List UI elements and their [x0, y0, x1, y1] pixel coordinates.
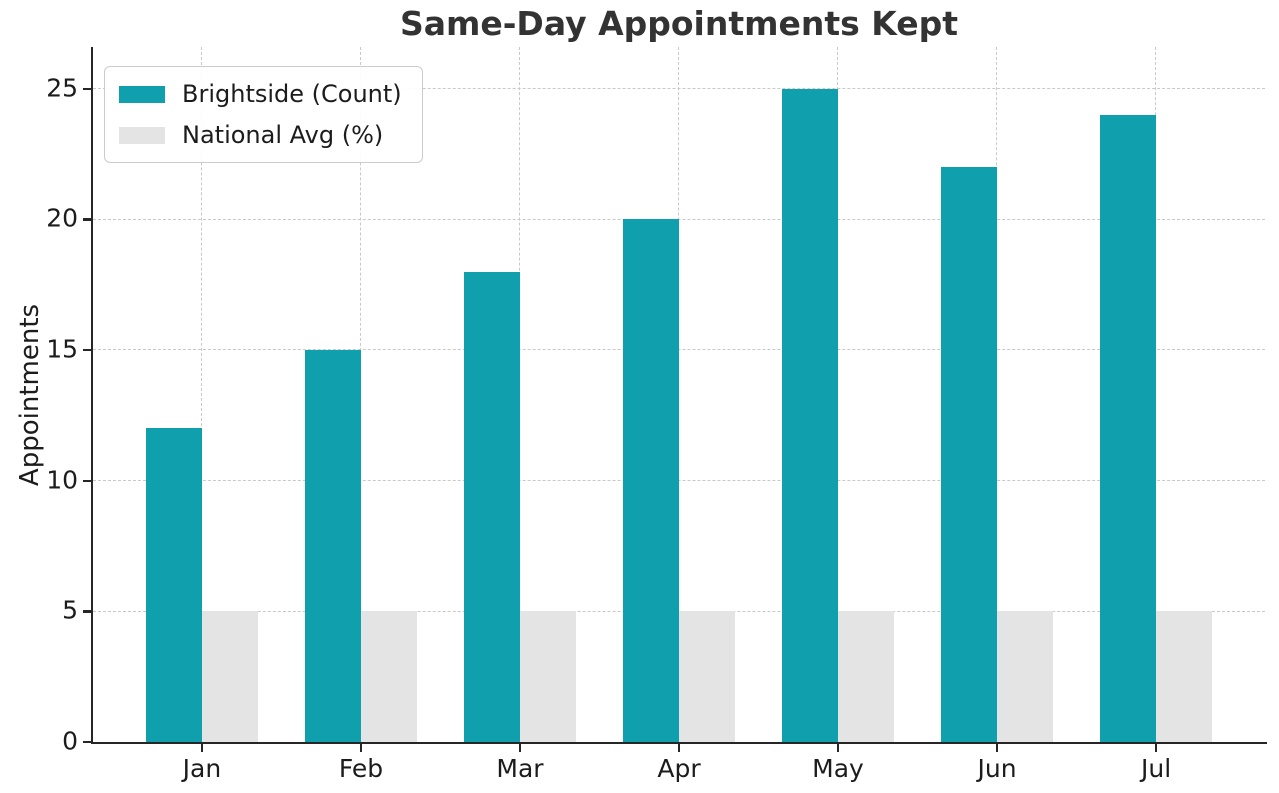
xtick-label: Feb [338, 754, 384, 783]
bar-jan-series1 [201, 611, 258, 742]
bar-feb-series1 [360, 611, 417, 742]
bar-jun-series1 [997, 611, 1053, 742]
bar-jul-series1 [1156, 611, 1212, 742]
xtick-label: Jun [977, 754, 1017, 783]
legend-item: Brightside (Count) [119, 80, 402, 108]
y-axis-spine [90, 47, 93, 745]
chart-title: Same-Day Appointments Kept [399, 4, 959, 43]
legend-label: National Avg (%) [182, 121, 384, 149]
gridline-vertical [201, 47, 203, 742]
ytick-label: 0 [62, 726, 78, 756]
xtick-label: Apr [657, 754, 701, 783]
bar-apr-series0 [623, 219, 679, 742]
ytick-label: 15 [46, 334, 78, 364]
xtick-mark [836, 743, 840, 752]
legend-label: Brightside (Count) [182, 80, 402, 108]
xtick-label: Jan [182, 754, 222, 783]
ytick-label: 20 [46, 203, 78, 233]
bar-jun-series0 [941, 167, 998, 742]
ytick-label: 5 [62, 595, 78, 625]
xtick-mark [359, 743, 363, 752]
bar-mar-series1 [519, 611, 576, 742]
xtick-mark [518, 743, 522, 752]
y-axis-label: Appointments [15, 303, 45, 486]
bar-apr-series1 [679, 611, 735, 742]
bar-jan-series0 [146, 428, 202, 742]
bar-feb-series0 [305, 350, 361, 742]
bar-mar-series0 [464, 271, 520, 742]
bar-may-series0 [782, 88, 839, 742]
ytick-label: 10 [46, 465, 78, 495]
xtick-mark [200, 743, 204, 752]
xtick-label: May [812, 754, 864, 783]
ytick-label: 25 [46, 73, 78, 103]
ytick-mark [83, 218, 91, 221]
xtick-label: Jul [1140, 754, 1172, 783]
ytick-mark [83, 348, 91, 352]
legend-swatch-icon [119, 85, 165, 103]
xtick-mark [677, 743, 681, 752]
xtick-mark [995, 743, 999, 752]
ytick-mark [83, 740, 91, 744]
ytick-mark [83, 87, 91, 90]
legend-swatch-icon [119, 126, 165, 144]
legend-item: National Avg (%) [119, 121, 402, 149]
ytick-mark [83, 610, 91, 613]
bar-may-series1 [838, 611, 894, 742]
legend: Brightside (Count) National Avg (%) [104, 66, 423, 163]
xtick-mark [1154, 743, 1158, 752]
xtick-label: Mar [496, 754, 544, 783]
bar-jul-series0 [1100, 114, 1157, 742]
ytick-mark [83, 479, 91, 482]
x-axis-spine [90, 741, 1268, 744]
